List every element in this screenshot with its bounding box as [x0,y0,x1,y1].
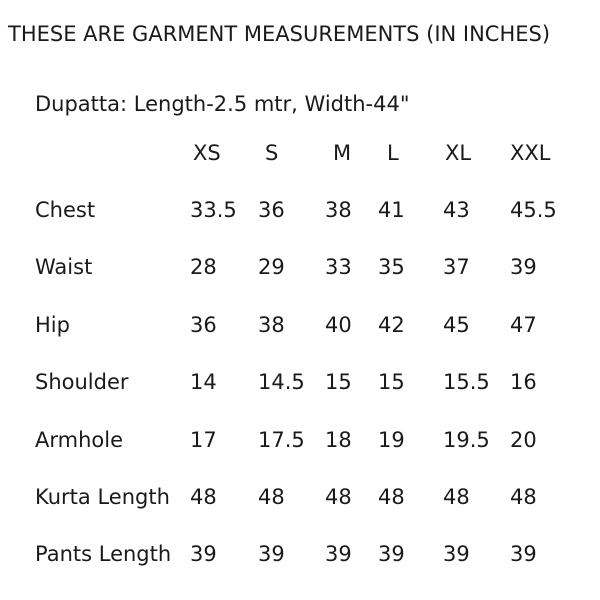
measurement-value: 39 [378,542,405,567]
measurement-value: 39 [258,542,285,567]
measurement-label: Hip [35,312,70,337]
empty-corner-cell [35,124,190,181]
size-column-header: L [387,140,399,165]
measurement-value: 41 [378,198,405,223]
measurement-value: 33 [325,255,352,280]
measurement-value: 14 [190,370,217,395]
size-header-row: XS S M L XL XXL [35,124,600,181]
measurement-value: 28 [190,255,217,280]
measurement-value: 19.5 [443,427,490,452]
measurement-value: 37 [443,255,470,280]
measurement-value: 45.5 [510,198,557,223]
measurement-row-pants-length: Pants Length 39 39 39 39 39 39 [35,526,600,583]
measurement-value: 45 [443,312,470,337]
measurement-value: 43 [443,198,470,223]
size-column-header: S [265,140,279,165]
measurement-label: Armhole [35,427,123,452]
size-column-header: XL [445,140,472,165]
measurement-label: Waist [35,255,93,280]
measurement-row-waist: Waist 28 29 33 35 37 39 [35,239,600,296]
measurement-value: 29 [258,255,285,280]
measurement-value: 48 [378,485,405,510]
measurement-value: 40 [325,312,352,337]
measurement-value: 48 [258,485,285,510]
measurement-row-shoulder: Shoulder 14 14.5 15 15 15.5 16 [35,354,600,411]
measurement-label: Chest [35,198,96,223]
measurement-value: 39 [510,255,537,280]
measurement-label: Shoulder [35,370,129,395]
measurement-value: 39 [325,542,352,567]
measurement-value: 39 [443,542,470,567]
measurement-row-kurta-length: Kurta Length 48 48 48 48 48 48 [35,468,600,525]
measurement-value: 36 [258,198,285,223]
measurement-value: 39 [190,542,217,567]
measurement-value: 48 [325,485,352,510]
measurement-value: 35 [378,255,405,280]
measurement-label: Kurta Length [35,485,170,510]
measurement-value: 48 [190,485,217,510]
measurement-value: 16 [510,370,537,395]
measurement-label: Pants Length [35,542,172,567]
measurement-value: 20 [510,427,537,452]
measurement-value: 38 [325,198,352,223]
measurement-row-hip: Hip 36 38 40 42 45 47 [35,296,600,353]
size-column-header: XXL [510,140,551,165]
measurement-value: 15 [378,370,405,395]
size-chart-table: XS S M L XL XXL Chest 33.5 36 38 41 43 4… [35,124,600,583]
size-column-header: M [333,140,352,165]
measurement-row-armhole: Armhole 17 17.5 18 19 19.5 20 [35,411,600,468]
measurement-value: 33.5 [190,198,237,223]
measurement-value: 47 [510,312,537,337]
measurement-value: 18 [325,427,352,452]
measurement-value: 38 [258,312,285,337]
measurement-value: 15 [325,370,352,395]
measurement-value: 42 [378,312,405,337]
page-title: THESE ARE GARMENT MEASUREMENTS (IN INCHE… [8,22,551,46]
measurement-value: 17.5 [258,427,305,452]
measurement-value: 48 [443,485,470,510]
measurement-row-chest: Chest 33.5 36 38 41 43 45.5 [35,181,600,238]
measurement-value: 17 [190,427,217,452]
measurement-value: 39 [510,542,537,567]
dupatta-measurement-note: Dupatta: Length-2.5 mtr, Width-44" [35,92,410,116]
measurement-value: 15.5 [443,370,490,395]
measurement-value: 19 [378,427,405,452]
size-column-header: XS [193,140,221,165]
measurement-value: 14.5 [258,370,305,395]
measurement-value: 48 [510,485,537,510]
measurement-value: 36 [190,312,217,337]
